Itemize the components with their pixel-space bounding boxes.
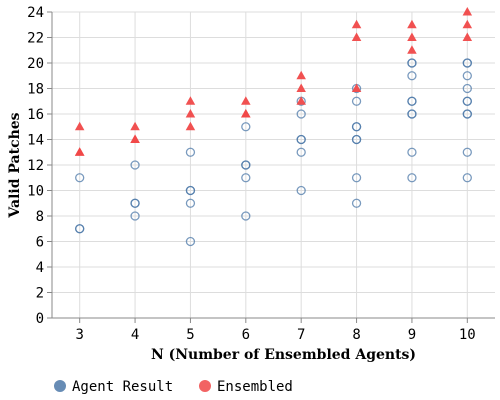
ensembled-point	[462, 19, 473, 29]
y-tick-label: 0	[36, 311, 44, 327]
legend: Agent Result Ensembled	[54, 379, 293, 395]
x-tick-label: 4	[131, 327, 139, 343]
ensembled-point	[296, 70, 306, 80]
agent-result-point	[130, 198, 140, 208]
agent-result-point	[407, 96, 417, 106]
y-tick-label: 16	[27, 107, 44, 123]
y-tick-label: 10	[27, 184, 44, 200]
legend-label: Agent Result	[72, 379, 173, 395]
agent-result-point	[462, 109, 472, 119]
ensembled-point	[351, 32, 362, 41]
x-axis-title: N (Number of Ensembled Agents)	[151, 347, 416, 363]
ensembled-point	[351, 19, 362, 29]
agent-result-point	[241, 173, 251, 183]
agent-result-point	[462, 58, 472, 68]
grid	[52, 11, 495, 319]
agent-result-point	[462, 71, 472, 81]
y-tick-label: 8	[36, 209, 44, 225]
x-tick-label: 3	[75, 327, 83, 343]
ensembled-point	[407, 45, 417, 54]
data-points	[74, 7, 473, 247]
ensembled-point	[351, 83, 362, 92]
agent-result-point	[296, 147, 306, 157]
x-tick-label: 6	[242, 327, 250, 343]
agent-result-point	[296, 185, 306, 196]
ensembled-point	[296, 83, 306, 92]
y-tick-label: 2	[36, 286, 44, 302]
y-tick-label: 18	[27, 82, 44, 98]
agent-result-point	[407, 173, 417, 183]
agent-result-point	[407, 71, 417, 81]
ensembled-point	[407, 32, 417, 41]
ensembled-point	[130, 134, 140, 143]
legend-label: Ensembled	[217, 379, 293, 395]
agent-result-point	[185, 185, 196, 196]
y-tick-label: 4	[36, 260, 44, 276]
ensembled-point	[241, 109, 251, 118]
x-tick-label: 5	[186, 327, 194, 343]
ensembled-point	[130, 121, 140, 131]
agent-result-point	[130, 160, 140, 170]
y-tick-label: 22	[27, 31, 44, 47]
ensembled-point	[241, 96, 251, 105]
agent-result-point	[351, 122, 362, 132]
agent-result-point	[351, 198, 362, 208]
agent-result-point	[241, 122, 251, 132]
agent-result-point	[75, 173, 85, 183]
legend-agent-result-swatch	[54, 380, 66, 392]
agent-result-point	[351, 134, 362, 145]
agent-result-point	[462, 83, 472, 94]
agent-result-point	[185, 147, 196, 157]
agent-result-point	[462, 147, 472, 157]
agent-result-point	[296, 134, 306, 145]
agent-result-point	[241, 160, 251, 170]
ensembled-point	[74, 121, 85, 131]
ensembled-point	[296, 96, 306, 105]
x-tick-label: 9	[408, 327, 416, 343]
x-tick-label: 10	[459, 327, 476, 343]
y-tick-label: 20	[27, 56, 44, 72]
agent-result-point	[241, 211, 251, 221]
y-tick-label: 24	[27, 5, 44, 21]
ensembled-point	[407, 19, 417, 29]
agent-result-point	[407, 109, 417, 119]
agent-result-point	[296, 109, 306, 119]
agent-result-point	[185, 236, 196, 247]
agent-result-point	[130, 211, 140, 221]
x-tick-label: 7	[297, 327, 305, 343]
agent-result-point	[185, 198, 196, 208]
agent-result-point	[75, 224, 85, 234]
ensembled-point	[74, 147, 85, 156]
ensembled-point	[462, 32, 473, 41]
y-tick-label: 6	[36, 235, 44, 251]
agent-result-point	[462, 96, 472, 106]
x-tick-label: 8	[352, 327, 360, 343]
ensembled-point	[185, 121, 196, 131]
ensembled-point	[185, 96, 196, 105]
agent-result-point	[351, 96, 362, 106]
y-tick-label: 12	[27, 158, 44, 174]
agent-result-point	[462, 173, 472, 183]
ensembled-point	[185, 109, 196, 118]
agent-result-point	[407, 58, 417, 68]
y-tick-label: 14	[27, 133, 44, 149]
ensembled-point	[462, 7, 473, 16]
agent-result-point	[351, 173, 362, 183]
agent-result-point	[407, 147, 417, 157]
y-axis-title: Valid Patches	[7, 112, 23, 218]
legend-ensembled-swatch	[199, 380, 211, 392]
